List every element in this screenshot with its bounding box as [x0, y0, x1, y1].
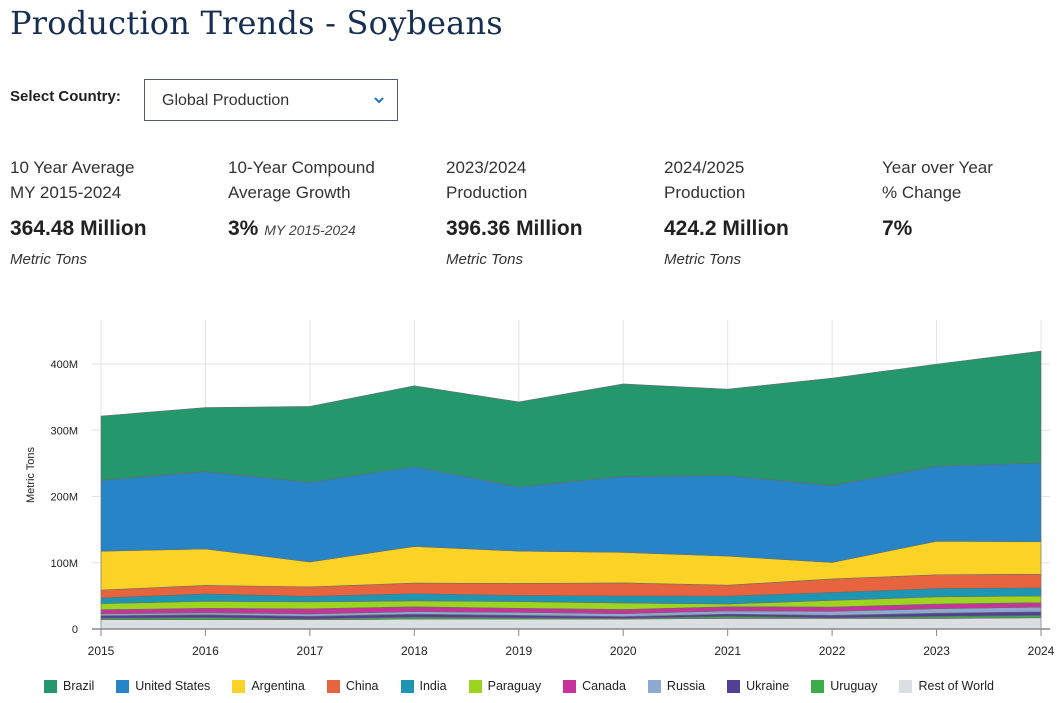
- legend-item-united-states[interactable]: United States: [116, 679, 210, 693]
- legend-item-china[interactable]: China: [326, 679, 379, 693]
- stat-sublabel: MY 2015-2024: [10, 183, 122, 202]
- legend-swatch: [116, 679, 130, 693]
- legend-label: United States: [135, 679, 211, 693]
- legend-swatch: [468, 679, 482, 693]
- select-country-label: Select Country:: [10, 88, 121, 105]
- x-tick-label: 2017: [297, 644, 324, 658]
- stat-sublabel: % Change: [882, 183, 962, 202]
- legend-label: Rest of World: [918, 679, 994, 693]
- stat-label: 10-Year Compound: [228, 158, 375, 177]
- legend-item-uruguay[interactable]: Uruguay: [811, 679, 877, 693]
- y-tick-label: 100M: [50, 558, 78, 570]
- stat-value: 396.36 Million: [446, 217, 656, 241]
- legend-swatch: [899, 679, 913, 693]
- chart-legend: Brazil United States Argentina China India Pa…: [44, 679, 1016, 693]
- legend-swatch: [727, 679, 741, 693]
- y-tick-label: 300M: [50, 425, 78, 437]
- stat-value: 424.2 Million: [664, 217, 874, 241]
- x-tick-label: 2016: [192, 644, 219, 658]
- legend-item-brazil[interactable]: Brazil: [44, 679, 94, 693]
- legend-label: Canada: [582, 679, 626, 693]
- legend-swatch: [326, 679, 340, 693]
- stat-sublabel: Production: [446, 183, 528, 202]
- legend-label: Russia: [666, 679, 706, 693]
- stat-sublabel: Average Growth: [228, 183, 351, 202]
- chevron-down-icon: [374, 97, 384, 104]
- legend-label: Ukraine: [746, 679, 790, 693]
- legend-swatch: [811, 679, 825, 693]
- y-tick-label: 0: [72, 624, 78, 636]
- stat-unit: Metric Tons: [446, 251, 523, 268]
- x-tick-label: 2023: [923, 644, 950, 658]
- stat-note: MY 2015-2024: [264, 222, 356, 238]
- legend-item-rest-of-world[interactable]: Rest of World: [899, 679, 994, 693]
- stat-card: 2023/2024 Production 396.36 Million Metr…: [446, 155, 656, 268]
- x-tick-label: 2015: [88, 644, 115, 658]
- legend-label: Brazil: [63, 679, 95, 693]
- legend-label: China: [345, 679, 379, 693]
- legend-item-russia[interactable]: Russia: [647, 679, 706, 693]
- stat-value-text: 364.48 Million: [10, 217, 147, 240]
- y-axis-label: Metric Tons: [25, 446, 37, 503]
- production-area-chart: 0 100M 200M 300M 400M 2015 2016 2017 2018 2019 202…: [25, 320, 1055, 658]
- legend-label: Argentina: [251, 679, 305, 693]
- country-select[interactable]: Global Production: [144, 79, 398, 121]
- legend-item-argentina[interactable]: Argentina: [232, 679, 305, 693]
- stat-value-text: 7%: [882, 217, 913, 240]
- stat-card: 10-Year Compound Average Growth 3% MY 20…: [228, 155, 438, 251]
- stat-value-text: 396.36 Million: [446, 217, 583, 240]
- country-select-value: Global Production: [162, 92, 290, 109]
- legend-swatch: [563, 679, 577, 693]
- x-tick-label: 2021: [714, 644, 741, 658]
- y-tick-label: 200M: [50, 492, 78, 504]
- stat-value: 3% MY 2015-2024: [228, 217, 438, 241]
- legend-label: Uruguay: [830, 679, 878, 693]
- stat-value: 364.48 Million: [10, 217, 220, 241]
- stat-unit: Metric Tons: [664, 251, 741, 268]
- legend-item-india[interactable]: India: [400, 679, 447, 693]
- stat-card: 10 Year Average MY 2015-2024 364.48 Mill…: [10, 155, 220, 268]
- legend-item-ukraine[interactable]: Ukraine: [727, 679, 789, 693]
- stat-value-text: 424.2 Million: [664, 217, 789, 240]
- x-tick-label: 2020: [610, 644, 637, 658]
- stat-value-text: 3%: [228, 217, 259, 240]
- area-brazil: [100, 350, 1042, 488]
- stat-sublabel: Production: [664, 183, 746, 202]
- legend-item-canada[interactable]: Canada: [563, 679, 626, 693]
- legend-label: Paraguay: [487, 679, 542, 693]
- stat-label: Year over Year: [882, 158, 993, 177]
- legend-swatch: [232, 679, 246, 693]
- page-title: Production Trends - Soybeans: [10, 4, 503, 42]
- stat-card: Year over Year % Change 7%: [882, 155, 1058, 251]
- legend-swatch: [400, 679, 414, 693]
- x-tick-label: 2019: [505, 644, 532, 658]
- stat-value: 7%: [882, 217, 1058, 241]
- x-tick-label: 2018: [401, 644, 428, 658]
- legend-label: India: [419, 679, 447, 693]
- stat-unit: Metric Tons: [10, 251, 87, 268]
- legend-item-paraguay[interactable]: Paraguay: [468, 679, 542, 693]
- stat-card: 2024/2025 Production 424.2 Million Metri…: [664, 155, 874, 268]
- stat-label: 2024/2025: [664, 158, 745, 177]
- stat-label: 10 Year Average: [10, 158, 135, 177]
- x-tick-label: 2022: [819, 644, 846, 658]
- x-tick-label: 2024: [1028, 644, 1055, 658]
- stat-label: 2023/2024: [446, 158, 527, 177]
- y-tick-label: 400M: [50, 359, 78, 371]
- legend-swatch: [647, 679, 661, 693]
- legend-swatch: [44, 679, 57, 693]
